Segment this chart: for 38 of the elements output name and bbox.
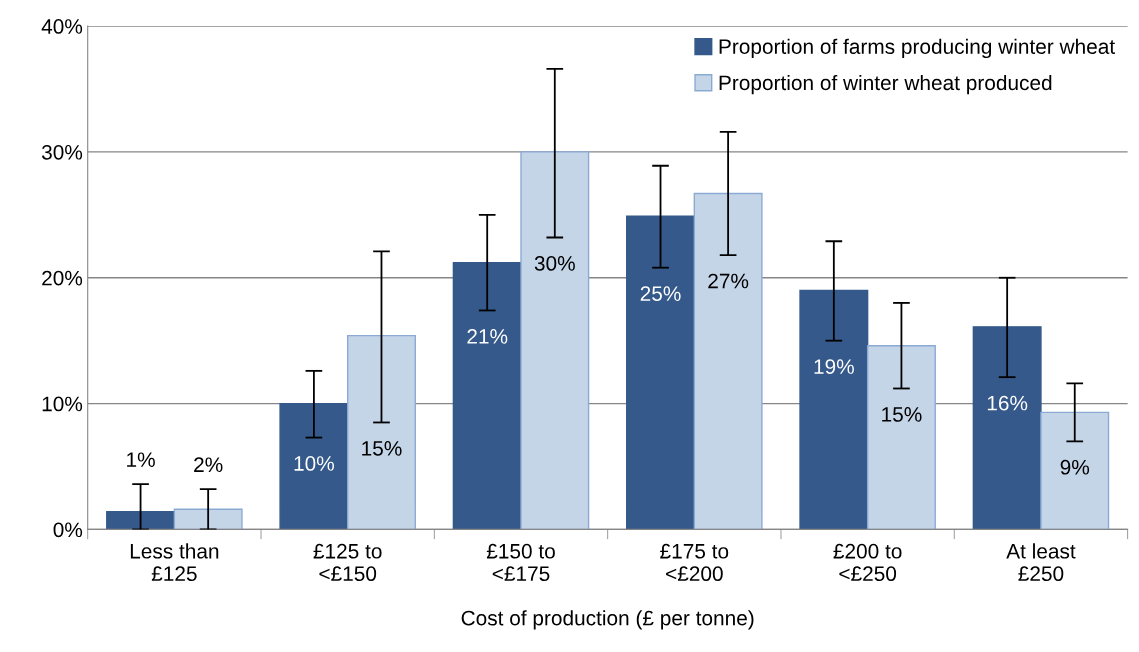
bar [799,289,869,530]
x-tick-label: Less than £125 [130,543,219,582]
data-label: 9% [1060,459,1090,475]
x-tick-label: £175 to <£200 [660,543,729,582]
data-label: 30% [534,256,575,271]
data-label: 16% [987,395,1028,411]
x-tick-label: £200 to <£250 [833,543,902,582]
y-tick-label: 30% [41,144,83,160]
bar [693,192,763,530]
bar [1040,411,1110,530]
bar [346,334,416,530]
bar [866,345,936,530]
x-tick-label: At least £250 [1006,543,1076,582]
legend-label: Proportion of winter wheat produced [719,74,1052,95]
data-label: 25% [640,286,681,301]
data-label: 27% [708,273,749,289]
bar [626,215,696,530]
data-label: 1% [127,452,155,467]
bar [972,326,1042,530]
legend-label: Proportion of farms producing winter wheat [719,38,1115,59]
data-label: 2% [194,457,223,473]
data-label: 19% [814,359,854,374]
y-tick-label: 10% [42,396,83,412]
data-label: 15% [362,441,402,456]
y-tick-label: 40% [41,19,83,34]
bar [106,511,176,530]
y-tick-label: 0% [53,522,83,538]
x-axis-title: Cost of production (£ per tonne) [461,610,754,630]
y-tick-label: 20% [42,270,83,286]
x-tick-label: £125 to <£150 [313,543,382,582]
bar [452,261,522,530]
bar [279,402,349,530]
bar [520,151,590,530]
data-label: 21% [467,328,508,344]
data-label: 10% [294,456,334,471]
data-label: 15% [882,407,922,422]
x-tick-label: £150 to <£175 [486,543,555,582]
bar [173,508,243,530]
